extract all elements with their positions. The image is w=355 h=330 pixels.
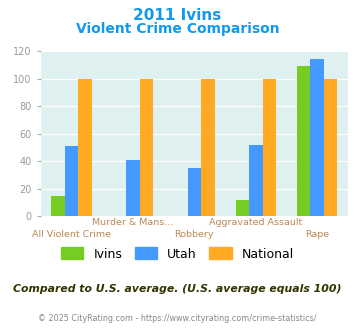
Bar (140, 79, 153, 216)
Bar (235, 200, 249, 216)
Bar (187, 168, 201, 216)
Text: Aggravated Assault: Aggravated Assault (209, 218, 302, 227)
Bar (310, 59, 324, 216)
Text: All Violent Crime: All Violent Crime (32, 230, 111, 239)
Legend: Ivins, Utah, National: Ivins, Utah, National (61, 248, 294, 261)
Text: Compared to U.S. average. (U.S. average equals 100): Compared to U.S. average. (U.S. average … (13, 284, 342, 294)
Bar (263, 79, 276, 216)
Bar (297, 66, 310, 216)
Bar (249, 145, 263, 216)
Text: Murder & Mans...: Murder & Mans... (92, 218, 174, 227)
Bar (324, 79, 338, 216)
Text: © 2025 CityRating.com - https://www.cityrating.com/crime-statistics/: © 2025 CityRating.com - https://www.city… (38, 314, 317, 323)
Text: Violent Crime Comparison: Violent Crime Comparison (76, 22, 279, 36)
Bar (201, 79, 215, 216)
Text: 2011 Ivins: 2011 Ivins (133, 8, 222, 23)
Bar (126, 160, 140, 216)
Bar (65, 146, 78, 216)
Bar (78, 79, 92, 216)
Bar (51, 195, 65, 216)
Text: Rape: Rape (305, 230, 329, 239)
Text: Robbery: Robbery (175, 230, 214, 239)
